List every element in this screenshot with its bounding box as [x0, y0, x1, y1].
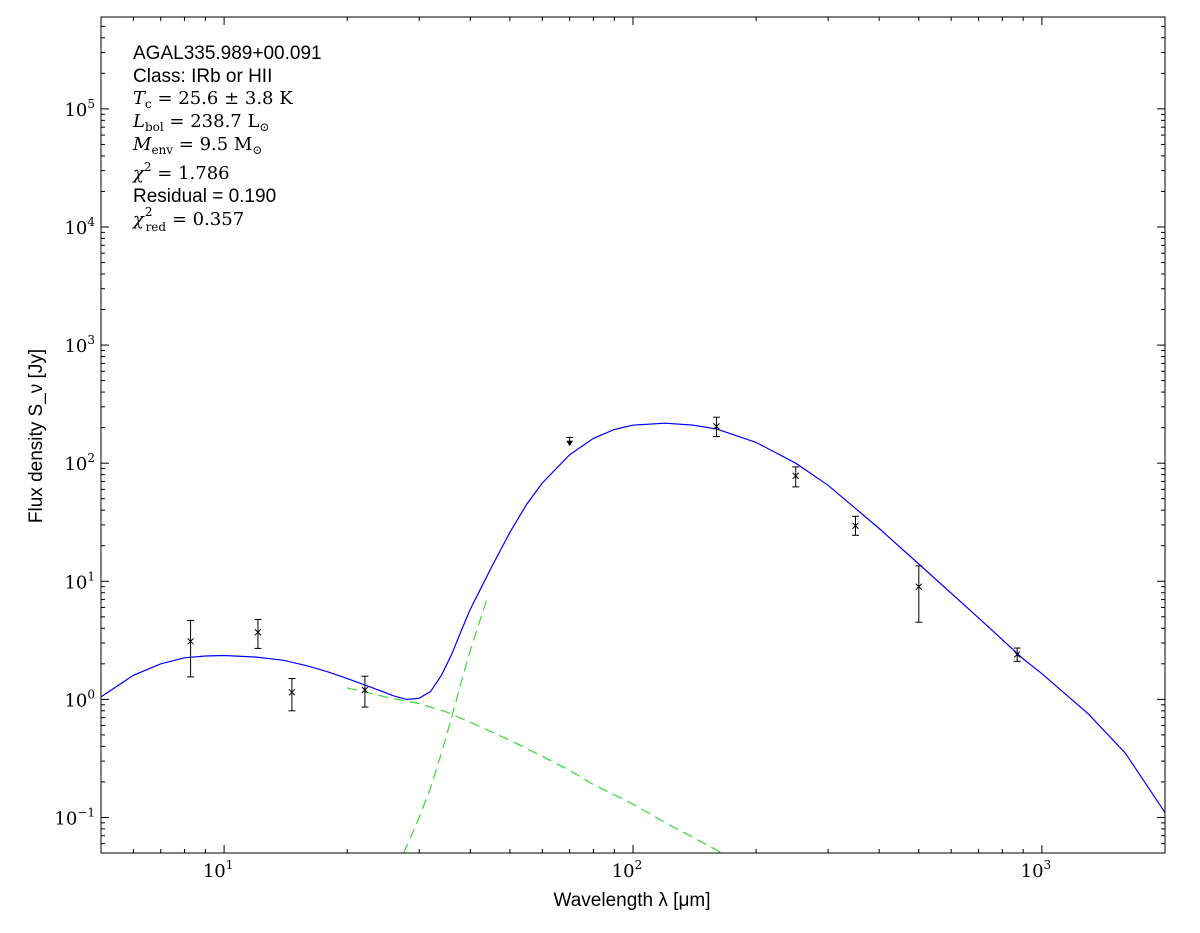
x-tick-base: 10 [203, 861, 226, 882]
y-tick-exp: 4 [87, 215, 95, 229]
y-tick-base: 10 [64, 572, 87, 593]
y-tick-label: 103 [64, 333, 95, 357]
cold-component-curve [403, 597, 488, 853]
y-tick-label: 101 [64, 569, 95, 593]
class-label: Class: IRb or HII [133, 66, 272, 87]
data-point [187, 620, 195, 678]
residual-value: Residual = 0.190 [133, 186, 276, 207]
x-marker [361, 686, 369, 694]
x-tick-base: 10 [1021, 861, 1044, 882]
y-tick-label: 100 [64, 687, 95, 711]
x-marker [915, 583, 923, 591]
warm-component-curve [347, 687, 723, 853]
x-axis-label: Wavelength λ [μm] [553, 890, 710, 911]
x-tick-exp: 1 [226, 858, 234, 872]
y-tick-exp: −1 [77, 805, 95, 819]
lbol-value: Lbol = 238.7 L⊙ [132, 111, 270, 134]
x-marker [852, 522, 859, 530]
chi2-value: χ2 = 1.786 [131, 160, 230, 184]
data-point [792, 466, 800, 488]
x-tick-base: 10 [612, 861, 635, 882]
chi2-red-value: χ2 red = 0.357 [131, 205, 244, 234]
total-fit-curve [101, 422, 1165, 813]
y-tick-exp: 0 [87, 687, 95, 701]
y-tick-base: 10 [54, 808, 77, 829]
x-marker [254, 628, 262, 636]
y-axis-label: Flux density S_ν [Jy] [26, 349, 47, 523]
x-tick-label: 103 [1021, 858, 1052, 882]
upper-limit-arrow [566, 440, 574, 447]
upper-limit-point [566, 436, 574, 447]
x-marker [187, 637, 194, 645]
menv-value: Menv = 9.5 M⊙ [132, 134, 262, 157]
data-point [915, 565, 923, 623]
data-point [288, 678, 296, 712]
y-tick-base: 10 [64, 100, 87, 121]
x-marker [288, 688, 296, 696]
x-marker [1013, 651, 1021, 658]
y-tick-base: 10 [64, 454, 87, 475]
source-name: AGAL335.989+00.091 [133, 43, 322, 64]
data-point [712, 416, 720, 438]
fit-annotation: AGAL335.989+00.091 Class: IRb or HII Tc … [131, 43, 322, 234]
y-tick-exp: 2 [87, 451, 95, 465]
y-tick-label: 104 [64, 215, 95, 239]
model-curves [101, 422, 1165, 853]
data-point [361, 675, 369, 708]
tc-value: Tc = 25.6 ± 3.8 K [133, 88, 293, 111]
y-tick-label: 10−1 [54, 805, 95, 829]
y-tick-base: 10 [64, 218, 87, 239]
y-tick-label: 105 [64, 97, 95, 121]
y-tick-label: 102 [64, 451, 95, 475]
x-tick-label: 102 [612, 858, 643, 882]
y-tick-exp: 1 [87, 569, 95, 583]
y-tick-base: 10 [64, 336, 87, 357]
x-marker [713, 423, 720, 430]
x-tick-exp: 3 [1044, 858, 1052, 872]
data-point [254, 618, 262, 649]
data-point [1013, 647, 1021, 662]
x-marker [792, 472, 800, 480]
y-tick-exp: 5 [87, 97, 95, 111]
x-tick-exp: 2 [635, 858, 643, 872]
y-tick-base: 10 [64, 690, 87, 711]
data-point [851, 515, 859, 536]
y-tick-exp: 3 [87, 333, 95, 347]
measurement-points [187, 416, 1021, 712]
x-tick-label: 101 [203, 858, 234, 882]
